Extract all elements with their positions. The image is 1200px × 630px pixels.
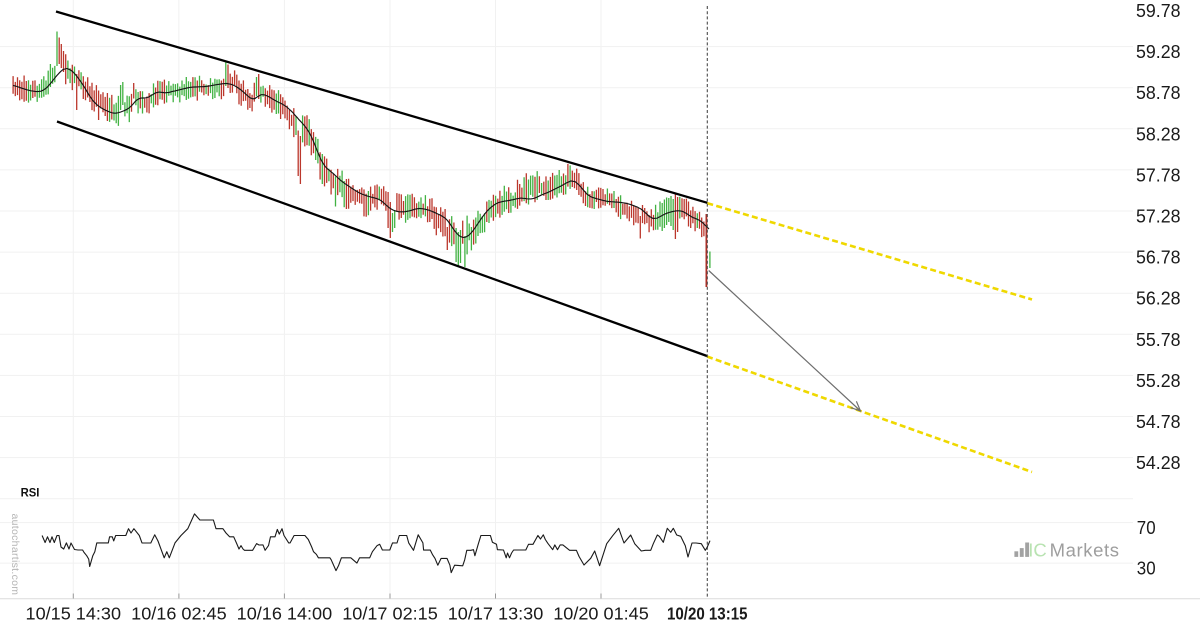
svg-text:RSI: RSI [21, 485, 40, 499]
svg-text:30: 30 [1137, 559, 1156, 579]
svg-text:10/17 13:30: 10/17 13:30 [448, 604, 544, 624]
svg-text:58.78: 58.78 [1136, 83, 1181, 103]
svg-text:55.28: 55.28 [1136, 371, 1181, 391]
svg-text:57.28: 57.28 [1136, 207, 1181, 227]
svg-text:55.78: 55.78 [1136, 330, 1181, 350]
svg-text:56.78: 56.78 [1136, 248, 1181, 268]
svg-text:10/15 14:30: 10/15 14:30 [26, 604, 122, 624]
svg-text:56.28: 56.28 [1136, 289, 1181, 309]
svg-text:10/16 14:00: 10/16 14:00 [237, 604, 333, 624]
svg-text:58.28: 58.28 [1136, 124, 1181, 144]
svg-text:10/17 02:15: 10/17 02:15 [342, 604, 438, 624]
svg-text:10/20 13:15: 10/20 13:15 [667, 604, 748, 624]
svg-text:IC: IC [1028, 539, 1047, 560]
svg-text:59.78: 59.78 [1136, 1, 1181, 21]
svg-text:10/20 01:45: 10/20 01:45 [553, 604, 649, 624]
svg-text:54.28: 54.28 [1136, 453, 1181, 473]
svg-text:70: 70 [1137, 518, 1156, 538]
svg-text:59.28: 59.28 [1136, 42, 1181, 62]
svg-text:10/16 02:45: 10/16 02:45 [131, 604, 227, 624]
svg-text:Markets: Markets [1050, 539, 1120, 560]
svg-text:57.78: 57.78 [1136, 165, 1181, 185]
svg-text:autochartist.com: autochartist.com [9, 514, 21, 596]
svg-text:54.78: 54.78 [1136, 412, 1181, 432]
